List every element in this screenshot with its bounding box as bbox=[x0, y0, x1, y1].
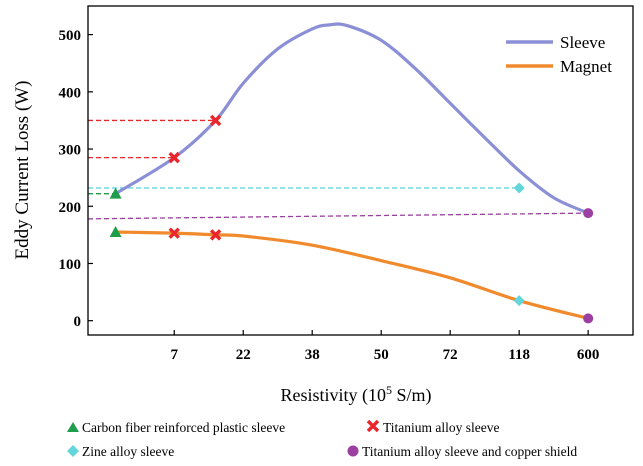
x-axis-label-main: Resistivity (10 bbox=[280, 385, 386, 406]
marker-zinc bbox=[513, 295, 525, 307]
marker-copper bbox=[583, 208, 594, 219]
legend-label-copper: Titanium alloy sleeve and copper shield bbox=[362, 444, 577, 459]
marker-copper bbox=[583, 313, 594, 324]
data-markers bbox=[109, 114, 594, 324]
marker-zinc bbox=[513, 182, 525, 194]
x-tick-label: 118 bbox=[508, 347, 530, 363]
y-tick-label: 0 bbox=[74, 314, 82, 330]
marker-titanium bbox=[209, 229, 222, 241]
legend-item-magnet: Magnet bbox=[506, 57, 612, 76]
x-axis-label-exponent: 5 bbox=[386, 383, 392, 397]
bottom-legend: Carbon fiber reinforced plastic sleeve T… bbox=[67, 419, 577, 459]
series-line-magnet bbox=[113, 230, 590, 321]
y-axis-ticks: 0 100 200 300 400 500 bbox=[59, 28, 93, 330]
x-tick-label: 7 bbox=[170, 347, 178, 363]
inner-legend: Sleeve Magnet bbox=[506, 33, 612, 76]
legend-label-magnet: Magnet bbox=[560, 57, 612, 76]
legend-marker-circle bbox=[347, 445, 359, 457]
marker-cfrp bbox=[109, 187, 122, 199]
x-axis-ticks: 7 22 38 50 72 118 600 bbox=[170, 330, 599, 363]
x-axis-label: Resistivity (105 S/m) bbox=[280, 383, 431, 406]
legend-label-titanium: Titanium alloy sleeve bbox=[383, 420, 500, 435]
legend-label-sleeve: Sleeve bbox=[560, 33, 605, 52]
x-tick-label: 38 bbox=[305, 347, 320, 363]
y-tick-label: 500 bbox=[59, 28, 82, 44]
x-tick-label: 600 bbox=[577, 347, 600, 363]
legend-item-zinc: Zine alloy sleeve bbox=[67, 444, 174, 459]
y-tick-label: 200 bbox=[59, 200, 82, 216]
x-axis-label-unit: S/m) bbox=[392, 385, 432, 406]
x-tick-label: 50 bbox=[374, 347, 389, 363]
reference-lines bbox=[87, 119, 589, 220]
y-tick-label: 400 bbox=[59, 85, 82, 101]
series-line-sleeve bbox=[113, 22, 590, 215]
y-tick-label: 300 bbox=[59, 143, 82, 159]
marker-titanium bbox=[168, 227, 180, 239]
legend-item-titanium: Titanium alloy sleeve bbox=[366, 419, 500, 435]
legend-label-cfrp: Carbon fiber reinforced plastic sleeve bbox=[82, 420, 285, 435]
legend-label-zinc: Zine alloy sleeve bbox=[82, 444, 174, 459]
series-curves bbox=[113, 22, 590, 321]
plot-frame bbox=[87, 5, 634, 336]
marker-cfrp bbox=[109, 226, 122, 238]
y-axis-label: Eddy Current Loss (W) bbox=[12, 81, 33, 260]
x-tick-label: 72 bbox=[443, 347, 458, 363]
y-tick-label: 100 bbox=[59, 257, 82, 273]
legend-item-cfrp: Carbon fiber reinforced plastic sleeve bbox=[67, 420, 285, 435]
marker-titanium bbox=[168, 151, 180, 164]
legend-item-sleeve: Sleeve bbox=[506, 33, 605, 52]
marker-titanium bbox=[209, 114, 222, 127]
legend-marker-cross bbox=[366, 419, 380, 433]
reference-dashed-line bbox=[87, 212, 589, 220]
legend-marker-triangle bbox=[67, 422, 79, 432]
x-tick-label: 22 bbox=[236, 347, 251, 363]
legend-item-copper: Titanium alloy sleeve and copper shield bbox=[347, 444, 577, 459]
legend-marker-diamond bbox=[67, 445, 79, 457]
